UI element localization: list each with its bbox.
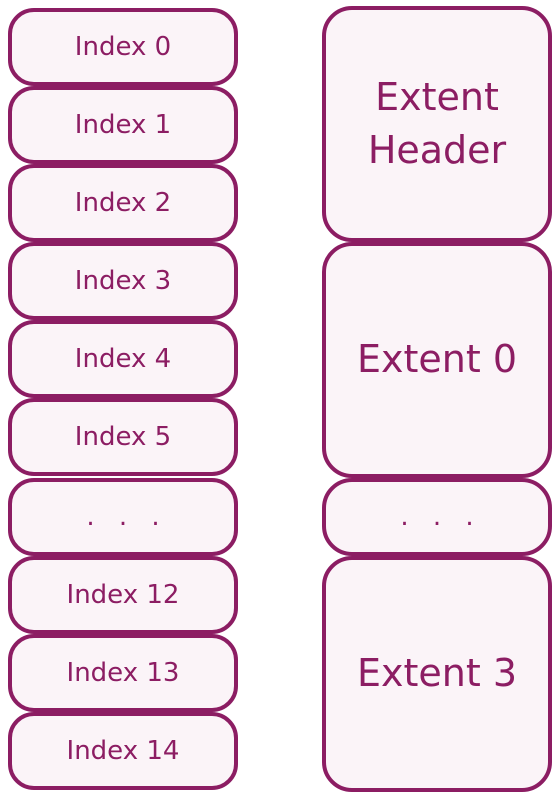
index-block-label: Index 5 [74, 422, 172, 452]
extent-block-label: Extent 3 [356, 651, 517, 696]
index-block-12: Index 12 [8, 556, 238, 634]
index-block-label: Index 14 [66, 736, 180, 766]
ellipsis-label: . . . [400, 501, 482, 532]
index-block-label: Index 2 [74, 188, 172, 218]
index-block-label: Index 3 [74, 266, 172, 296]
extent-block-3: Extent 3 [322, 556, 552, 792]
index-block-5: Index 5 [8, 398, 238, 476]
index-block-14: Index 14 [8, 712, 238, 790]
index-block-label: Index 1 [74, 110, 172, 140]
index-block-label: Index 0 [74, 32, 172, 62]
ellipsis-label: . . . [86, 502, 168, 532]
index-block-label: Index 13 [66, 658, 180, 688]
index-block-2: Index 2 [8, 164, 238, 242]
index-block-label: Index 12 [66, 580, 180, 610]
extent-header-block: Extent Header [322, 6, 552, 242]
index-ellipsis-block: . . . [8, 478, 238, 556]
extent-ellipsis-block: . . . [322, 478, 552, 556]
extent-header-label: Extent Header [367, 74, 507, 172]
extent-block-0: Extent 0 [322, 242, 552, 478]
index-block-13: Index 13 [8, 634, 238, 712]
extent-block-label: Extent 0 [356, 337, 517, 382]
index-block-label: Index 4 [74, 344, 172, 374]
index-block-3: Index 3 [8, 242, 238, 320]
index-block-0: Index 0 [8, 8, 238, 86]
index-block-4: Index 4 [8, 320, 238, 398]
index-block-1: Index 1 [8, 86, 238, 164]
